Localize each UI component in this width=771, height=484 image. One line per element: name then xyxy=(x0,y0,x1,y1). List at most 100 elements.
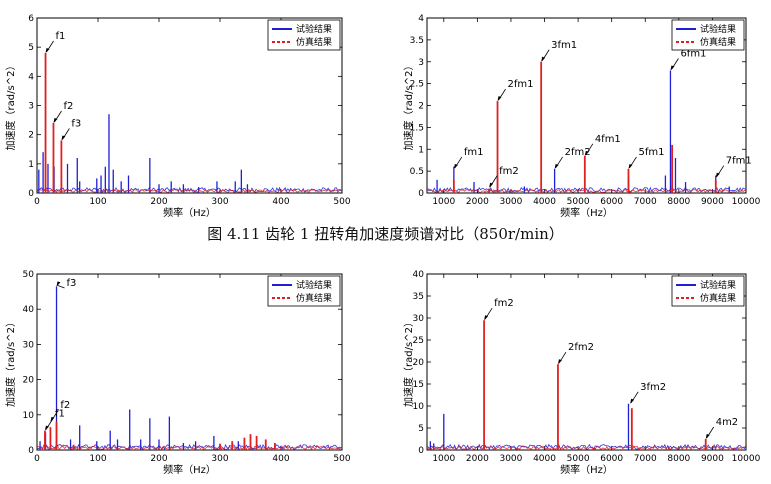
peak-annotation: f3 xyxy=(56,278,77,289)
y-tick-label: 2 xyxy=(418,102,424,112)
series-sim xyxy=(427,320,746,450)
arrow-head xyxy=(557,359,562,365)
x-tick-label: 100 xyxy=(89,197,106,207)
annotation-label: 3fm2 xyxy=(640,382,666,393)
y-tick-label: 3 xyxy=(28,102,34,112)
y-tick-label: 40 xyxy=(23,305,35,315)
annotation-label: 4fm1 xyxy=(595,134,621,145)
x-tick-label: 400 xyxy=(272,454,289,464)
arrow-head xyxy=(45,48,50,53)
arrow-head xyxy=(554,163,559,169)
y-tick-label: 30 xyxy=(23,340,35,350)
y-tick-label: 0.5 xyxy=(410,167,424,177)
annotation-label: f2 xyxy=(63,101,73,112)
annotation-label: f3 xyxy=(71,119,81,130)
y-tick-label: 1 xyxy=(28,160,34,170)
arrow-head xyxy=(584,150,589,156)
x-tick-label: 4000 xyxy=(533,197,556,207)
y-tick-label: 25 xyxy=(413,336,424,346)
legend-label-sim: 仿真结果 xyxy=(700,36,736,48)
y-tick-label: 0 xyxy=(28,446,34,456)
y-tick-label: 10 xyxy=(413,402,425,412)
peak-annotation: 2fm2 xyxy=(557,342,594,365)
x-axis-label: 频率（Hz） xyxy=(560,463,613,476)
x-tick-label: 4000 xyxy=(533,454,556,464)
annotation-label: 2fm2 xyxy=(568,342,594,353)
legend-label-sim: 仿真结果 xyxy=(296,36,332,48)
peak-annotation: fm1 xyxy=(453,147,484,169)
y-axis-label: 加速度（rad/s^2） xyxy=(402,61,415,151)
y-tick-label: 40 xyxy=(413,270,425,280)
annotation-label: 2fm1 xyxy=(508,79,534,90)
y-tick-label: 2.5 xyxy=(410,80,424,90)
y-tick-label: 6 xyxy=(28,14,34,24)
y-tick-label: 3 xyxy=(418,58,424,68)
peak-annotation: 6fm1 xyxy=(670,49,706,71)
peak-annotation: 7fm1 xyxy=(715,156,752,178)
chart-bottom-right: 1000 2000 3000 4000 5000 6000 7000 8000 9000 1000… xyxy=(402,270,761,476)
legend-box xyxy=(267,19,341,51)
y-tick-label: 30 xyxy=(413,314,425,324)
peak-annotation: 3fm1 xyxy=(541,40,577,62)
peak-annotation: f3 xyxy=(61,119,81,141)
annotation-label: 7fm1 xyxy=(726,156,752,167)
annotation-label: f1 xyxy=(55,409,65,420)
y-tick-label: 20 xyxy=(413,358,425,368)
y-tick-label: 50 xyxy=(23,270,35,280)
x-tick-label: 1000 xyxy=(432,197,455,207)
x-tick-label: 3000 xyxy=(499,454,522,464)
x-tick-label: 400 xyxy=(272,197,289,207)
x-tick-label: 100 xyxy=(89,454,106,464)
x-tick-label: 0 xyxy=(34,197,40,207)
legend-label-sim: 仿真结果 xyxy=(700,292,736,304)
legend-box xyxy=(671,19,745,51)
y-tick-label: 0 xyxy=(28,189,34,199)
x-axis-label: 频率（Hz） xyxy=(560,206,613,219)
y-axis-label: 加速度（rad/s^2） xyxy=(402,317,415,407)
arrow-head xyxy=(53,118,58,123)
arrow-head xyxy=(670,65,675,71)
annotation-label: f3 xyxy=(67,278,77,289)
arrow-head xyxy=(61,135,66,141)
annotation-label: 4m2 xyxy=(716,417,738,428)
legend-label-test: 试验结果 xyxy=(700,23,736,35)
peak-annotation: f2 xyxy=(50,400,70,422)
y-tick-label: 5 xyxy=(28,43,34,53)
x-tick-label: 8000 xyxy=(667,454,690,464)
annotation-label: 6fm1 xyxy=(680,49,706,60)
chart-bottom-left: 0 100 200 300 400 500 0 10 20 30 40 50 频率（Hz） 加速度（rad… xyxy=(4,270,351,476)
peak-annotation: 2fm1 xyxy=(497,79,534,102)
x-tick-label: 0 xyxy=(34,454,40,464)
y-tick-label: 15 xyxy=(413,380,424,390)
x-tick-label: 6000 xyxy=(600,197,623,207)
annotation-label: 3fm1 xyxy=(551,40,577,51)
noise-floor xyxy=(427,188,746,193)
x-tick-label: 300 xyxy=(211,454,228,464)
y-tick-label: 5 xyxy=(418,424,424,434)
legend-box xyxy=(267,275,341,307)
annotation-label: f1 xyxy=(56,31,66,42)
annotation-arrow xyxy=(57,284,65,289)
y-axis-label: 加速度（rad/s^2） xyxy=(4,61,17,151)
y-tick-label: 1.5 xyxy=(410,123,424,133)
arrow-head xyxy=(628,163,633,169)
y-axis-label: 加速度（rad/s^2） xyxy=(4,317,17,407)
y-tick-label: 2 xyxy=(28,131,34,141)
series-sim xyxy=(37,53,342,193)
arrow-head xyxy=(497,96,502,102)
y-tick-label: 20 xyxy=(23,376,35,386)
y-tick-label: 35 xyxy=(413,292,424,302)
x-tick-label: 2000 xyxy=(466,197,489,207)
x-tick-label: 10000 xyxy=(732,197,761,207)
x-tick-label: 8000 xyxy=(667,197,690,207)
annotation-label: fm2 xyxy=(494,298,514,309)
annotation-label: fm1 xyxy=(464,147,484,158)
annotation-label: 2fm2 xyxy=(565,147,591,158)
y-tick-label: 10 xyxy=(23,411,35,421)
x-tick-label: 9000 xyxy=(701,197,724,207)
noise-floor xyxy=(37,188,342,193)
